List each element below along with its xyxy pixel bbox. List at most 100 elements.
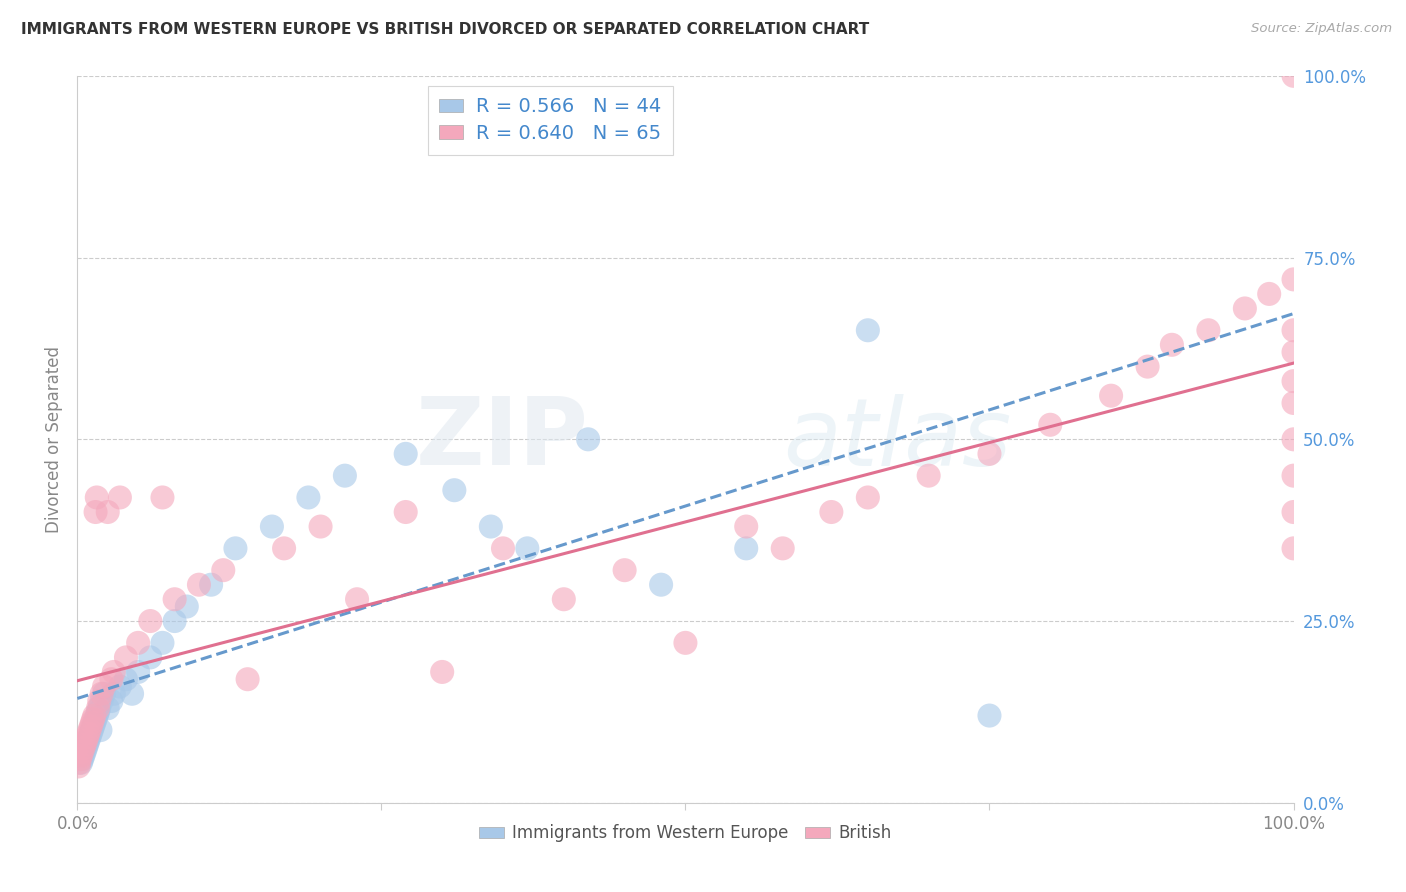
- Point: [75, 741, 97, 756]
- Point: [72, 741, 94, 756]
- Point: [73, 738, 96, 752]
- Point: [93, 680, 115, 694]
- Point: [84, 712, 107, 726]
- Text: atlas: atlas: [783, 393, 1011, 485]
- Point: [1282, 505, 1305, 519]
- Point: [395, 447, 418, 461]
- Point: [115, 650, 138, 665]
- Point: [108, 491, 131, 505]
- Point: [80, 723, 103, 737]
- Point: [650, 578, 672, 592]
- Point: [260, 519, 283, 533]
- Point: [77, 734, 100, 748]
- Point: [273, 541, 295, 556]
- Point: [492, 541, 515, 556]
- Point: [70, 745, 93, 759]
- Point: [80, 719, 103, 733]
- Point: [163, 592, 186, 607]
- Point: [69, 752, 91, 766]
- Point: [1233, 301, 1256, 316]
- Point: [856, 491, 879, 505]
- Point: [1282, 345, 1305, 359]
- Point: [89, 701, 111, 715]
- Point: [80, 715, 103, 730]
- Point: [1282, 396, 1305, 410]
- Point: [1282, 432, 1305, 446]
- Point: [70, 748, 93, 763]
- Point: [735, 519, 758, 533]
- Point: [79, 731, 101, 745]
- Point: [86, 491, 108, 505]
- Point: [121, 687, 143, 701]
- Point: [89, 694, 111, 708]
- Point: [212, 563, 235, 577]
- Point: [333, 468, 356, 483]
- Point: [72, 748, 94, 763]
- Point: [1282, 323, 1305, 337]
- Point: [576, 432, 599, 446]
- Point: [87, 705, 110, 719]
- Point: [103, 687, 125, 701]
- Point: [346, 592, 368, 607]
- Point: [127, 665, 149, 679]
- Point: [93, 687, 115, 701]
- Point: [80, 727, 103, 741]
- Point: [675, 636, 697, 650]
- Point: [309, 519, 332, 533]
- Text: IMMIGRANTS FROM WESTERN EUROPE VS BRITISH DIVORCED OR SEPARATED CORRELATION CHAR: IMMIGRANTS FROM WESTERN EUROPE VS BRITIS…: [21, 22, 869, 37]
- Point: [613, 563, 636, 577]
- Point: [97, 701, 120, 715]
- Point: [1039, 417, 1062, 432]
- Point: [820, 505, 842, 519]
- Point: [1161, 338, 1184, 352]
- Point: [430, 665, 453, 679]
- Point: [75, 734, 97, 748]
- Point: [1282, 272, 1305, 286]
- Point: [176, 599, 198, 614]
- Point: [100, 672, 122, 686]
- Point: [1282, 69, 1305, 83]
- Y-axis label: Divorced or Separated: Divorced or Separated: [45, 346, 63, 533]
- Point: [89, 723, 111, 737]
- Point: [77, 727, 100, 741]
- Point: [188, 578, 211, 592]
- Point: [79, 723, 101, 737]
- Point: [152, 636, 174, 650]
- Point: [97, 505, 120, 519]
- Point: [82, 719, 104, 733]
- Point: [90, 687, 112, 701]
- Point: [139, 650, 162, 665]
- Point: [76, 731, 98, 745]
- Point: [772, 541, 794, 556]
- Point: [1282, 541, 1305, 556]
- Point: [70, 756, 93, 770]
- Point: [553, 592, 575, 607]
- Point: [735, 541, 758, 556]
- Point: [127, 636, 149, 650]
- Point: [1136, 359, 1159, 374]
- Point: [918, 468, 941, 483]
- Point: [83, 715, 105, 730]
- Point: [139, 614, 162, 628]
- Point: [1258, 286, 1281, 301]
- Point: [115, 672, 138, 686]
- Point: [73, 745, 96, 759]
- Point: [83, 708, 105, 723]
- Point: [70, 752, 93, 766]
- Point: [163, 614, 186, 628]
- Point: [200, 578, 222, 592]
- Point: [856, 323, 879, 337]
- Point: [224, 541, 246, 556]
- Point: [236, 672, 259, 686]
- Point: [84, 505, 107, 519]
- Point: [979, 708, 1001, 723]
- Point: [1197, 323, 1219, 337]
- Point: [1282, 468, 1305, 483]
- Text: ZIP: ZIP: [415, 393, 588, 485]
- Point: [152, 491, 174, 505]
- Text: Source: ZipAtlas.com: Source: ZipAtlas.com: [1251, 22, 1392, 36]
- Point: [297, 491, 319, 505]
- Point: [76, 738, 98, 752]
- Point: [516, 541, 538, 556]
- Point: [100, 694, 122, 708]
